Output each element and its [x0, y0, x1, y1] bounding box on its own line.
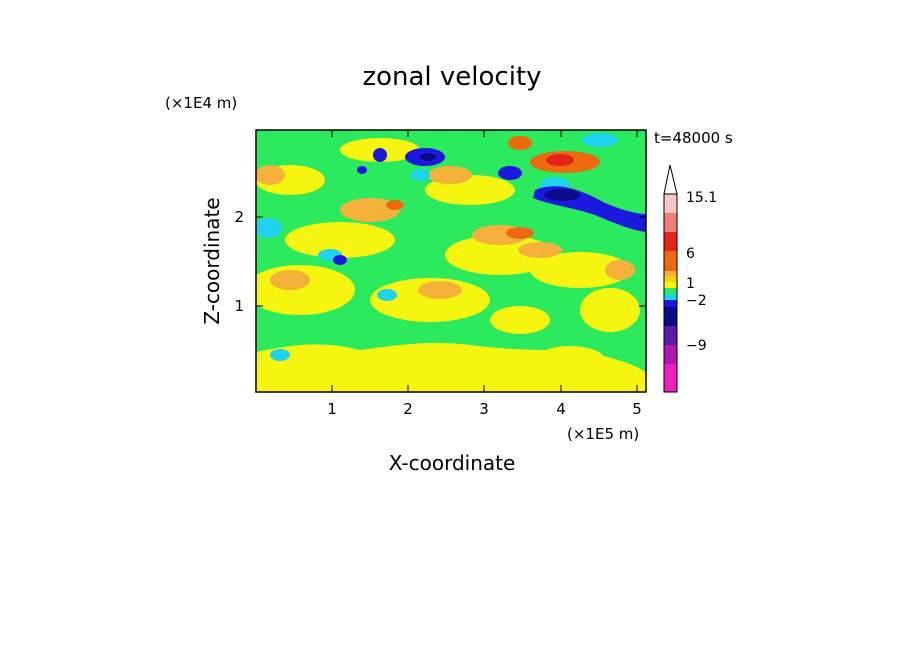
chart-title: zonal velocity [362, 62, 541, 92]
red-regions [546, 154, 574, 166]
time-label: t=48000 s [654, 129, 733, 147]
colorbar-segment [664, 294, 677, 300]
x-tick-label: 4 [556, 400, 566, 418]
y-tick-label: 1 [234, 297, 244, 315]
x-tick-label: 3 [479, 400, 489, 418]
contour-field [256, 130, 646, 392]
colorbar-segment [664, 282, 677, 288]
x-scale-label: (×1E5 m) [567, 425, 639, 443]
colorbar-segment [664, 232, 677, 251]
y-tick-label: 2 [234, 208, 244, 226]
colorbar-segment [664, 251, 677, 271]
colorbar-tick-label: −9 [686, 338, 707, 354]
tick-marks [256, 130, 646, 392]
colorbar-segment [664, 364, 677, 392]
colorbar-frame [663, 193, 678, 393]
colorbar: 15.1 6 1 −2 −9 [663, 164, 717, 393]
x-tick-label: 1 [327, 400, 337, 418]
x-tick-labels: 1 2 3 4 5 [327, 400, 642, 418]
x-tick-label: 5 [632, 400, 642, 418]
x-tick-label: 2 [403, 400, 413, 418]
colorbar-segment [664, 288, 677, 294]
colorbar-segment [664, 345, 677, 364]
navy-regions [420, 153, 580, 201]
orange-light-regions [256, 165, 635, 299]
y-axis-label: Z-coordinate [200, 197, 224, 324]
colorbar-tick-label: 15.1 [686, 190, 717, 206]
colorbar-segment [664, 300, 677, 307]
colorbar-segment [664, 326, 677, 345]
colorbar-tick-label: 6 [686, 246, 695, 262]
y-scale-label: (×1E4 m) [165, 94, 237, 112]
colorbar-segment [664, 271, 677, 276]
y-tick-labels: 1 2 [234, 208, 244, 315]
colorbar-segment [664, 276, 677, 282]
colorbar-segment [664, 213, 677, 232]
x-axis-label: X-coordinate [389, 451, 516, 475]
colorbar-tick-label: 1 [686, 276, 695, 292]
colorbar-segment [664, 194, 677, 213]
colorbar-segment [664, 307, 677, 326]
colorbar-tick-label: −2 [686, 293, 707, 309]
plot-frame [255, 129, 647, 393]
colorbar-extend-arrow [663, 164, 678, 195]
